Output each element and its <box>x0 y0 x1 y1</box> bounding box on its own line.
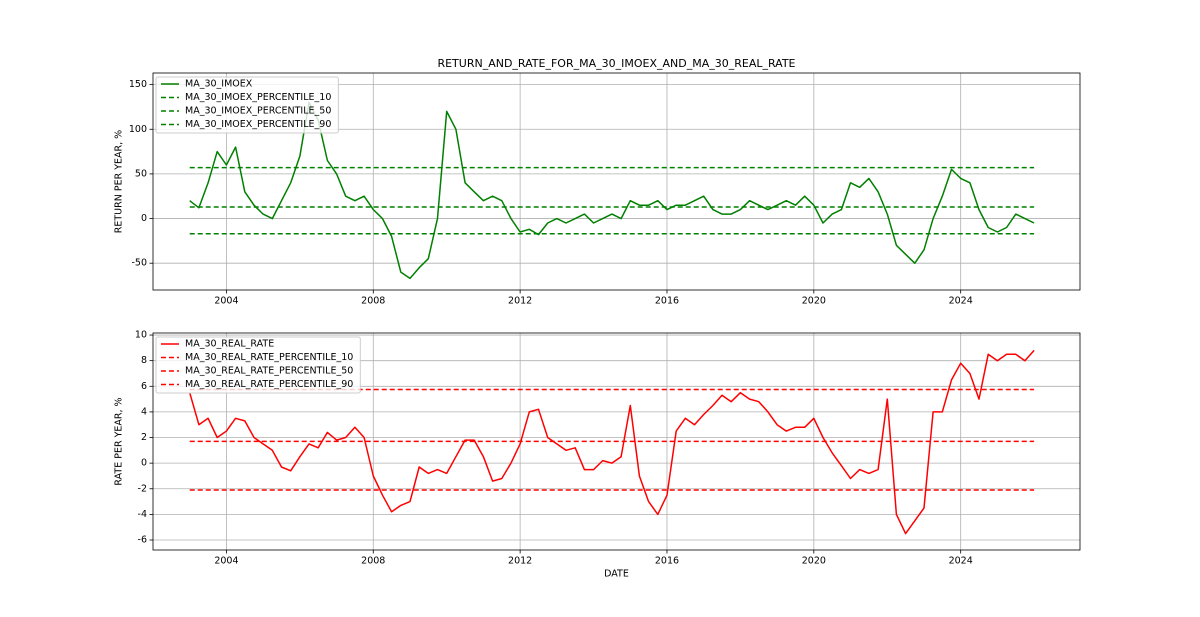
axes-frame <box>152 332 1081 551</box>
x-tick-label: 2024 <box>949 296 973 307</box>
legend-label: MA_30_REAL_RATE_PERCENTILE_10 <box>185 352 353 363</box>
x-tick-label: 2016 <box>655 296 679 307</box>
legend-frame <box>155 76 339 134</box>
legend-label: MA_30_IMOEX <box>185 79 253 90</box>
y-tick-label: 0 <box>141 213 147 224</box>
y-tick-label: 8 <box>141 355 147 366</box>
y-tick-label: 100 <box>129 124 147 135</box>
x-tick-label: 2008 <box>361 556 385 567</box>
y-tick-label: 50 <box>135 168 147 179</box>
x-tick-label: 2008 <box>361 296 385 307</box>
legend-frame <box>155 336 361 394</box>
x-tick-label: 2020 <box>802 556 826 567</box>
y-tick-label: -6 <box>138 535 147 546</box>
legend-label: MA_30_IMOEX_PERCENTILE_90 <box>185 119 331 130</box>
x-tick-label: 2024 <box>949 556 973 567</box>
y-tick-label: 150 <box>129 79 147 90</box>
legend-label: MA_30_IMOEX_PERCENTILE_50 <box>185 106 331 117</box>
y-tick-label: -4 <box>138 509 147 520</box>
y-tick-label: 2 <box>141 432 147 443</box>
x-axis-label: DATE <box>604 569 629 580</box>
legend: MA_30_IMOEX MA_30_IMOEX_PERCENTILE_10 MA_3… <box>155 76 339 134</box>
y-tick-label: -50 <box>131 258 147 269</box>
x-tick-label: 2012 <box>508 556 532 567</box>
x-tick-label: 2004 <box>214 556 238 567</box>
y-tick-label: 4 <box>141 406 147 417</box>
chart-title: RETURN_AND_RATE_FOR_MA_30_IMOEX_AND_MA_3… <box>437 57 795 70</box>
x-tick-label: 2012 <box>508 296 532 307</box>
y-tick-label: -2 <box>138 483 147 494</box>
x-tick-label: 2004 <box>214 296 238 307</box>
legend: MA_30_REAL_RATE MA_30_REAL_RATE_PERCENTIL… <box>155 336 361 394</box>
legend-label: MA_30_IMOEX_PERCENTILE_10 <box>185 92 331 103</box>
line-series <box>189 101 1035 280</box>
legend-label: MA_30_REAL_RATE_PERCENTILE_50 <box>185 366 353 377</box>
axes: 2004 2008 2012 2016 2020 2024 -6 -4 -2 0 2 4 6 8 10 DAT… <box>114 330 1081 580</box>
y-tick-label: 6 <box>141 381 147 392</box>
legend-label: MA_30_REAL_RATE_PERCENTILE_90 <box>185 379 353 390</box>
y-axis-label: RATE PER YEAR, % <box>114 397 125 485</box>
x-tick-label: 2016 <box>655 556 679 567</box>
x-tick-label: 2020 <box>802 296 826 307</box>
line-series <box>188 349 1035 535</box>
y-axis-label: RETURN PER YEAR, % <box>114 130 125 233</box>
axes-frame <box>152 72 1081 291</box>
y-tick-label: 10 <box>135 330 147 341</box>
legend-label: MA_30_REAL_RATE <box>185 339 274 350</box>
y-tick-label: 0 <box>141 458 147 469</box>
axes: 2004 2008 2012 2016 2020 2024 -50 0 50 100 150 RETU… <box>114 57 1081 307</box>
